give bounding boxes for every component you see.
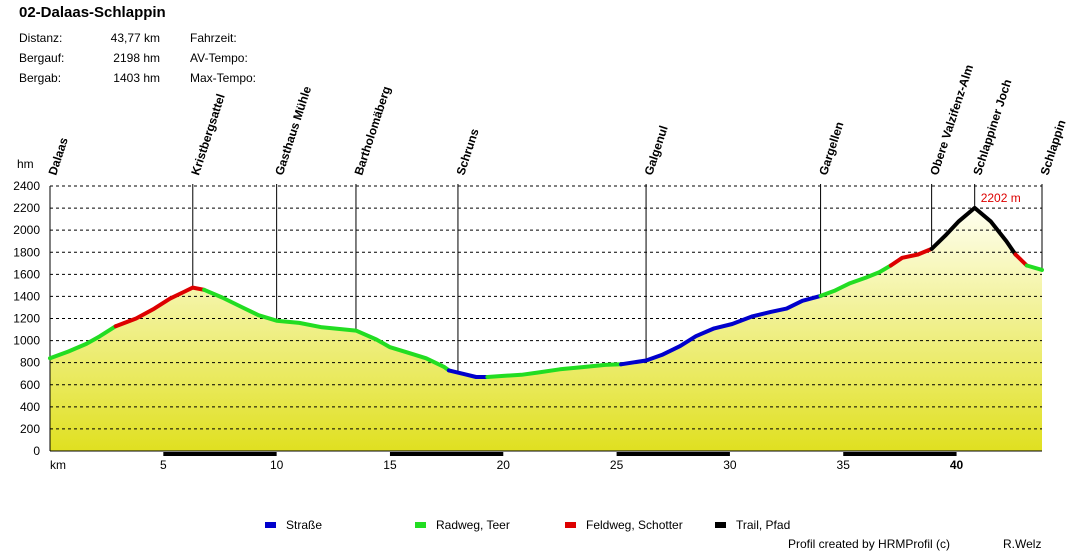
legend-label-trail: Trail, Pfad [736, 518, 791, 532]
x-tick-label: 5 [160, 458, 167, 472]
y-tick-label: 800 [20, 356, 40, 370]
y-tick-label: 1000 [13, 334, 40, 348]
stat-value-descent: 1403 hm [113, 71, 160, 85]
stat-label-descent: Bergab: [19, 71, 62, 85]
y-axis-label: hm [17, 157, 34, 171]
y-tick-label: 600 [20, 378, 40, 392]
waypoint-label: Galgenul [642, 124, 671, 177]
credit-text: Profil created by HRMProfil (c) [788, 537, 951, 551]
profile-segment-radweg [202, 287, 451, 373]
x-tick-label: 40 [950, 458, 964, 472]
waypoint-label: Schlappiner Joch [970, 77, 1014, 176]
profile-segment-feldweg [113, 285, 207, 329]
x-tick-label: 35 [837, 458, 851, 472]
x-tick-label: 30 [723, 458, 737, 472]
legend-label-feldweg: Feldweg, Schotter [586, 518, 683, 532]
waypoint-label: Schlappin [1038, 118, 1069, 177]
x-tick-label: 15 [383, 458, 397, 472]
y-tick-label: 2200 [13, 201, 40, 215]
waypoint-label: Gargellen [816, 120, 846, 177]
label-max-tempo: Max-Tempo: [190, 71, 257, 85]
legend-label-radweg: Radweg, Teer [436, 518, 510, 532]
y-tick-label: 1400 [13, 289, 40, 303]
y-tick-label: 400 [20, 400, 40, 414]
waypoint-label: Obere Valzifenz-Alm [927, 63, 976, 177]
stat-label-ascent: Bergauf: [19, 51, 65, 65]
profile-segment-trail [929, 205, 1018, 257]
legend-swatch-trail [715, 522, 726, 528]
legend-swatch-feldweg [565, 522, 576, 528]
label-fahrzeit: Fahrzeit: [190, 31, 237, 45]
km-bar [843, 452, 957, 456]
stat-value-ascent: 2198 hm [113, 51, 160, 65]
y-tick-label: 2000 [13, 223, 40, 237]
x-tick-label: 10 [270, 458, 284, 472]
profile-title: 02-Dalaas-Schlappin [19, 4, 166, 21]
profile-segment-feldweg [888, 246, 934, 268]
waypoint-label: Gasthaus Mühle [272, 84, 314, 177]
profile-segment-strasse [446, 368, 490, 379]
stat-label-distance: Distanz: [19, 31, 63, 45]
y-tick-label: 200 [20, 422, 40, 436]
y-tick-label: 0 [33, 444, 40, 458]
y-tick-label: 1800 [13, 245, 40, 259]
x-tick-label: 25 [610, 458, 624, 472]
max-elevation-label: 2202 m [981, 191, 1021, 205]
profile-segment-strasse [619, 293, 823, 367]
legend-trail: Trail, Pfad [715, 518, 790, 532]
x-tick-label: 20 [497, 458, 511, 472]
km-bar [389, 452, 504, 456]
legend-feldweg: Feldweg, Schotter [565, 518, 683, 532]
elevation-area [50, 207, 1042, 451]
y-tick-label: 2400 [13, 179, 40, 193]
legend-swatch-radweg [415, 522, 426, 528]
author-text: R.Welz [1003, 537, 1042, 551]
profile-segment-radweg [818, 263, 893, 298]
legend-swatch-strasse [265, 522, 276, 528]
x-axis-label: km [50, 458, 66, 472]
profile-segment-radweg [1024, 263, 1044, 272]
km-bar [163, 452, 277, 456]
profile-segment-radweg [485, 362, 624, 379]
legend-strasse: Straße [265, 518, 322, 532]
stat-value-distance: 43,77 km [110, 31, 160, 45]
y-tick-label: 1200 [13, 312, 40, 326]
km-bar [616, 452, 730, 456]
profile-segment-radweg [48, 324, 118, 361]
y-tick-label: 1600 [13, 267, 40, 281]
waypoint-label: Kristbergsattel [188, 92, 227, 177]
waypoint-label: Dalaas [46, 135, 71, 176]
legend-label-strasse: Straße [286, 518, 323, 532]
waypoint-label: Bartholomäberg [352, 84, 394, 176]
label-av-tempo: AV-Tempo: [190, 51, 248, 65]
profile-segment-feldweg [1013, 252, 1029, 268]
waypoint-label: Schruns [453, 127, 481, 177]
legend-radweg: Radweg, Teer [415, 518, 510, 532]
